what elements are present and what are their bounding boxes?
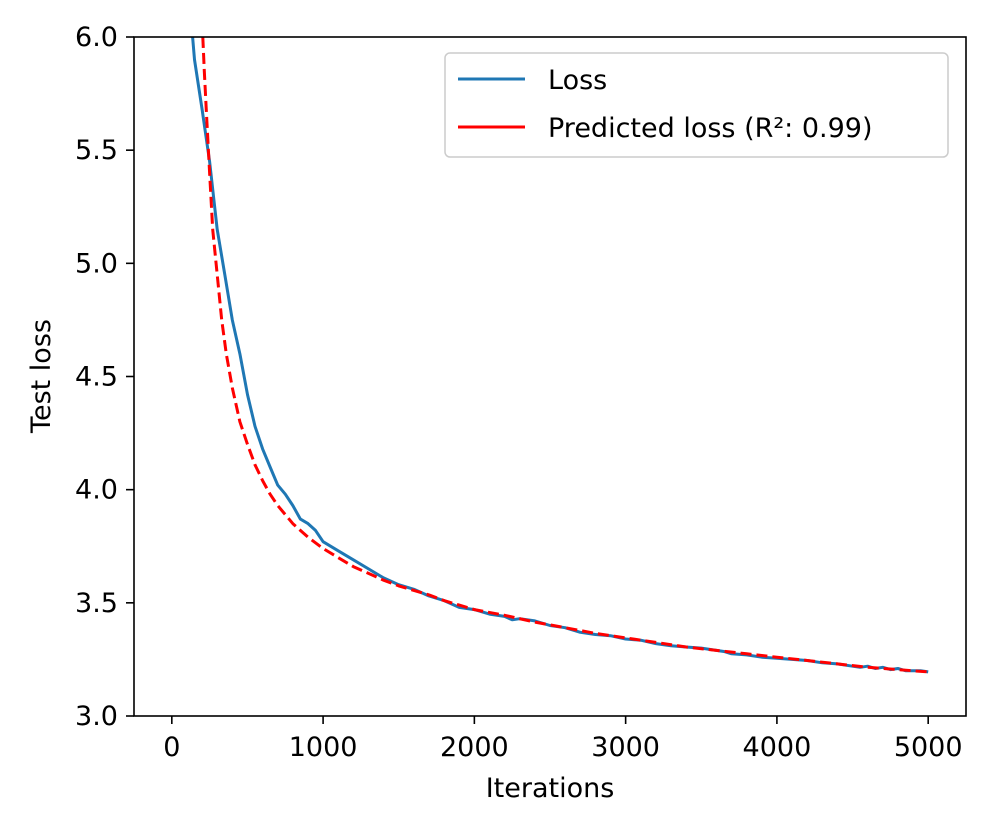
legend-label-predicted-loss: Predicted loss (R²: 0.99) <box>548 113 873 144</box>
x-tick-label: 0 <box>163 732 180 763</box>
legend-box <box>444 52 949 158</box>
x-tick-label: 5000 <box>894 732 963 763</box>
y-tick-label: 4.0 <box>75 475 118 506</box>
y-axis: 3.0 3.5 4.0 4.5 5.0 5.5 6.0 <box>75 22 134 732</box>
y-tick-label: 5.5 <box>75 135 118 166</box>
x-axis: 0 1000 2000 3000 4000 5000 <box>163 716 963 763</box>
legend: Loss Predicted loss (R²: 0.99) <box>444 52 949 158</box>
y-tick-label: 4.5 <box>75 362 118 393</box>
legend-label-loss: Loss <box>548 65 607 96</box>
x-tick-label: 2000 <box>440 732 509 763</box>
series-layer <box>191 37 929 674</box>
y-axis-label: Test loss <box>26 319 57 434</box>
series-line-predicted-loss <box>201 37 929 674</box>
y-tick-label: 3.5 <box>75 588 118 619</box>
y-tick-label: 3.0 <box>75 701 118 732</box>
x-tick-label: 1000 <box>289 732 358 763</box>
x-tick-label: 3000 <box>591 732 660 763</box>
y-tick-label: 5.0 <box>75 248 118 279</box>
y-tick-label: 6.0 <box>75 22 118 53</box>
x-axis-label: Iterations <box>486 773 615 804</box>
x-tick-label: 4000 <box>743 732 812 763</box>
